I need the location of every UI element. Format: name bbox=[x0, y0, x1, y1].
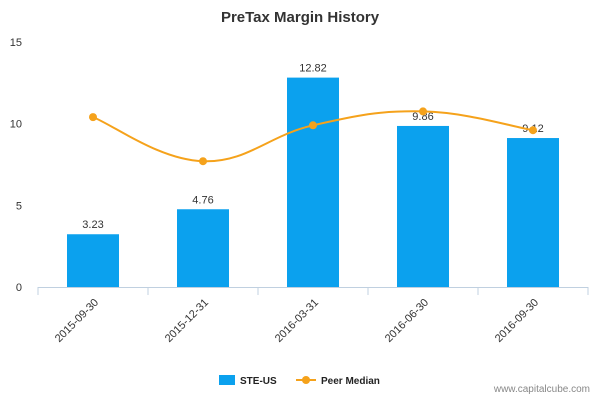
bar-data-label: 4.76 bbox=[192, 194, 213, 206]
x-tick-label: 2016-06-30 bbox=[383, 297, 431, 345]
bar-data-label: 9.86 bbox=[412, 111, 433, 123]
watermark-text: www.capitalcube.com bbox=[493, 384, 590, 395]
bar bbox=[507, 138, 559, 287]
peer-median-point bbox=[89, 113, 97, 122]
peer-median-point bbox=[309, 121, 317, 130]
bar-data-label: 3.23 bbox=[82, 219, 103, 231]
bar bbox=[287, 77, 339, 288]
y-tick-label: 10 bbox=[10, 119, 22, 131]
bar bbox=[397, 125, 449, 287]
legend-line-marker bbox=[302, 376, 310, 384]
y-tick-label: 0 bbox=[16, 282, 22, 294]
peer-median-point bbox=[419, 107, 427, 116]
x-tick-label: 2016-09-30 bbox=[493, 297, 541, 345]
bar bbox=[67, 234, 119, 287]
y-axis: 0 5 10 15 bbox=[10, 37, 22, 294]
legend: STE-US Peer Median bbox=[219, 375, 380, 387]
legend-label: STE-US bbox=[240, 376, 277, 387]
x-tick-label: 2016-03-31 bbox=[273, 297, 321, 345]
line-series bbox=[89, 107, 537, 166]
y-tick-label: 15 bbox=[10, 37, 22, 49]
peer-median-point bbox=[199, 157, 207, 166]
legend-bar-swatch bbox=[219, 375, 235, 385]
x-axis: 2015-09-30 2015-12-31 2016-03-31 2016-06-30… bbox=[37, 287, 589, 345]
x-tick-label: 2015-12-31 bbox=[163, 297, 211, 345]
bar-data-label: 12.82 bbox=[299, 63, 327, 75]
peer-median-point bbox=[529, 126, 537, 135]
bar-series bbox=[67, 77, 559, 288]
chart-title: PreTax Margin History bbox=[221, 9, 380, 26]
x-tick-label: 2015-09-30 bbox=[53, 297, 101, 345]
y-tick-label: 5 bbox=[16, 200, 22, 212]
bar bbox=[177, 209, 229, 287]
legend-label: Peer Median bbox=[321, 376, 380, 387]
